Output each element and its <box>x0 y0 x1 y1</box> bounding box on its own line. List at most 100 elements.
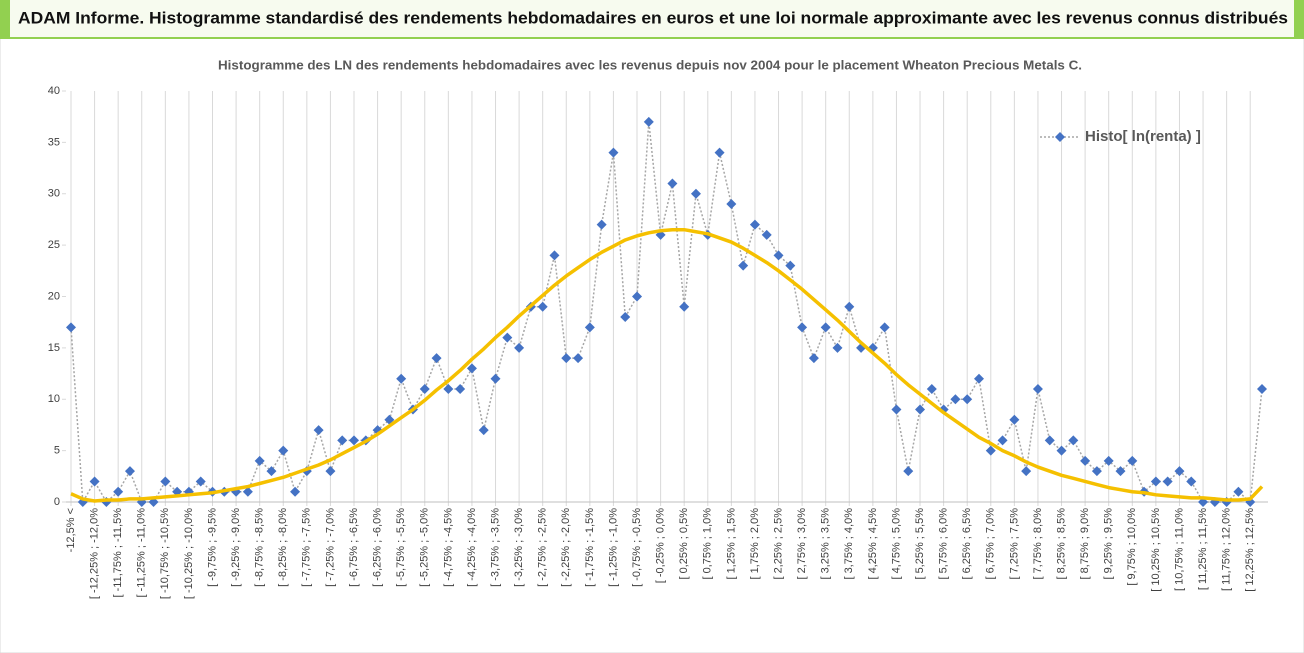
marker <box>431 353 442 364</box>
x-tick-label: [ -1,25% ; -1,0% <box>607 508 619 587</box>
header-accent <box>0 0 10 38</box>
marker <box>761 229 772 240</box>
marker <box>325 466 336 477</box>
y-tick-label: 30 <box>48 188 60 200</box>
x-tick-label: [ -5,25% ; -5,0% <box>419 508 431 587</box>
marker <box>66 322 76 333</box>
x-tick-label: [ -7,75% ; -7,5% <box>301 508 313 587</box>
x-tick-label: [ -1,75% ; -1,5% <box>584 508 596 587</box>
marker <box>89 476 100 487</box>
marker <box>891 404 902 415</box>
marker <box>749 219 760 230</box>
marker <box>1021 466 1032 477</box>
marker <box>832 342 843 353</box>
marker <box>1032 383 1043 394</box>
x-tick-label: [ -9,75% ; -9,5% <box>206 508 218 587</box>
x-tick-label: [ -7,25% ; -7,0% <box>324 508 336 587</box>
marker <box>254 455 265 466</box>
marker <box>879 322 890 333</box>
marker <box>549 250 560 261</box>
marker <box>596 219 607 230</box>
marker <box>773 250 784 261</box>
x-tick-label: [ 12,25% ; 12,5% <box>1244 508 1256 592</box>
marker <box>113 486 124 497</box>
marker <box>926 383 937 394</box>
y-tick-label: 0 <box>54 496 60 508</box>
marker <box>1091 466 1102 477</box>
marker <box>620 312 631 323</box>
marker <box>962 394 973 405</box>
y-tick-label: 35 <box>48 136 60 148</box>
marker <box>667 178 678 189</box>
marker <box>195 476 206 487</box>
x-tick-label: [ -11,25% ; -11,0% <box>136 508 148 598</box>
x-tick-label: [ -6,75% ; -6,5% <box>348 508 360 587</box>
marker <box>1150 476 1161 487</box>
marker <box>1162 476 1173 487</box>
x-tick-label: [ 2,25% ; 2,5% <box>772 508 784 580</box>
x-tick-label: [ 3,75% ; 4,0% <box>843 508 855 580</box>
x-tick-label: [ 5,25% ; 5,5% <box>914 508 926 580</box>
x-tick-label: [ 10,25% ; 10,5% <box>1150 508 1162 592</box>
marker <box>797 322 808 333</box>
x-tick-label: [ -8,75% ; -8,5% <box>254 508 266 587</box>
x-tick-label: [ 6,25% ; 6,5% <box>961 508 973 580</box>
marker <box>632 291 643 302</box>
marker <box>1068 435 1079 446</box>
marker <box>1257 383 1267 394</box>
header-band <box>0 0 1304 38</box>
marker <box>278 445 289 456</box>
marker <box>1080 455 1091 466</box>
marker <box>502 332 513 343</box>
marker <box>726 199 737 210</box>
marker <box>396 373 407 384</box>
marker <box>714 147 725 158</box>
x-tick-label: [ 8,75% ; 9,0% <box>1079 508 1091 580</box>
y-tick-label: 10 <box>48 393 60 405</box>
marker <box>1115 466 1126 477</box>
header-title: ADAM Informe. Histogramme standardisé de… <box>18 8 1288 27</box>
x-tick-label: [ 3,25% ; 3,5% <box>820 508 832 580</box>
x-tick-label: [ 0,75% ; 1,0% <box>702 508 714 580</box>
x-tick-label: [ -9,25% ; -9,0% <box>230 508 242 587</box>
x-tick-label: [ 9,25% ; 9,5% <box>1103 508 1115 580</box>
x-tick-label: [ -8,25% ; -8,0% <box>277 508 289 587</box>
marker <box>337 435 348 446</box>
x-tick-label: [ -2,25% ; -2,0% <box>560 508 572 587</box>
marker <box>160 476 171 487</box>
x-tick-label: [ -4,25% ; -4,0% <box>466 508 478 587</box>
x-tick-label: [ 1,25% ; 1,5% <box>725 508 737 580</box>
marker <box>1186 476 1197 487</box>
marker <box>490 373 501 384</box>
marker <box>313 425 324 436</box>
x-tick-label: [ 7,75% ; 8,0% <box>1032 508 1044 580</box>
marker <box>903 466 914 477</box>
marker <box>915 404 926 415</box>
marker <box>690 188 701 199</box>
x-tick-label: [ -0,25% ; 0,0% <box>655 508 667 583</box>
marker <box>1127 455 1138 466</box>
x-tick-label: [ -6,25% ; -6,0% <box>372 508 384 587</box>
header-accent <box>1294 0 1304 38</box>
x-tick-label: [ 8,25% ; 8,5% <box>1055 508 1067 580</box>
x-tick-label: [ 10,75% ; 11,0% <box>1173 508 1185 591</box>
x-tick-label: [ -3,25% ; -3,0% <box>513 508 525 587</box>
marker <box>1233 486 1244 497</box>
marker <box>466 363 477 374</box>
marker <box>584 322 595 333</box>
x-tick-label: [ 7,25% ; 7,5% <box>1008 508 1020 580</box>
y-tick-label: 20 <box>48 290 60 302</box>
marker <box>443 383 454 394</box>
marker <box>124 466 135 477</box>
marker <box>561 353 572 364</box>
marker <box>478 425 489 436</box>
marker <box>455 383 466 394</box>
y-tick-label: 15 <box>48 342 60 354</box>
x-tick-label: [ 9,75% ; 10,0% <box>1126 508 1138 586</box>
x-tick-label: [ -10,75% ; -10,5% <box>159 508 171 599</box>
y-tick-label: 40 <box>48 85 60 97</box>
marker <box>997 435 1008 446</box>
marker <box>643 116 654 127</box>
marker <box>1009 414 1020 425</box>
marker <box>738 260 749 271</box>
